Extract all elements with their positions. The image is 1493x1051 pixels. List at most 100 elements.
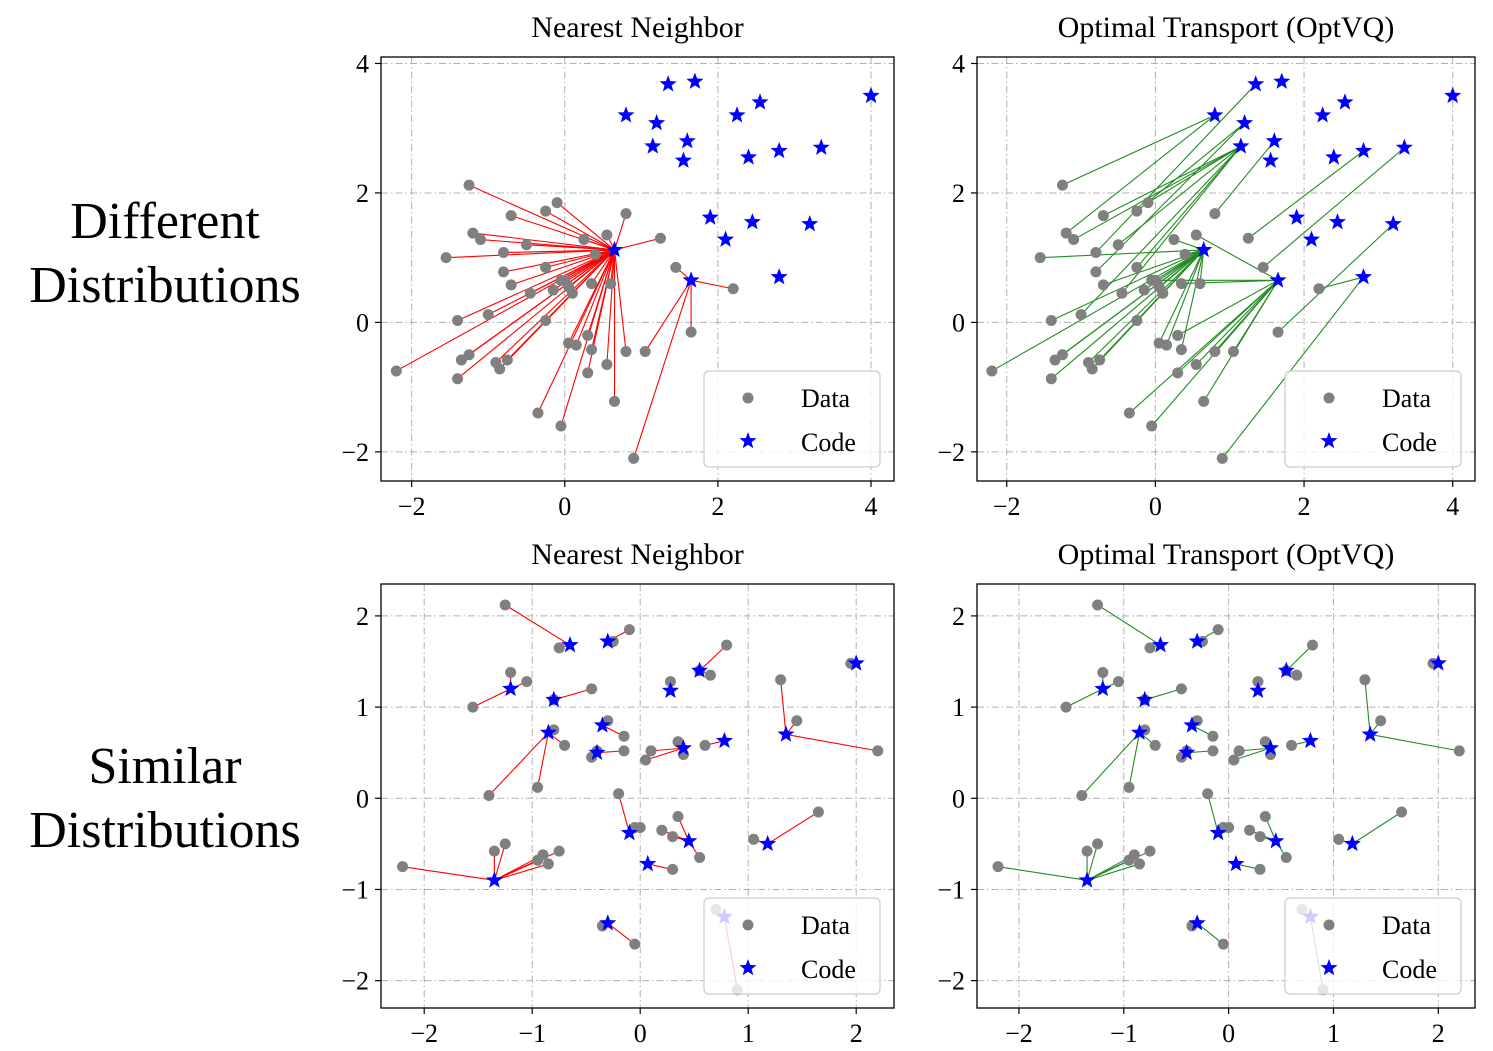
data-point [1131,205,1143,217]
code-star [1265,132,1283,149]
data-point [1207,745,1219,757]
data-point [551,197,563,209]
data-point [1045,314,1057,326]
data-point [467,701,479,713]
axes-frame [976,583,1476,1009]
data-point [498,266,510,278]
code-star [674,151,692,168]
data-point [1116,287,1128,299]
code-star [1384,215,1402,232]
data-point [618,745,630,757]
code-star [485,871,503,888]
code-star [686,72,704,89]
x-tick-label: 0 [558,492,571,521]
x-tick-label: −2 [398,492,426,521]
data-point [640,754,652,766]
code-star [1195,240,1213,258]
y-tick-label: −1 [341,875,369,904]
assignment-line [564,249,615,281]
data-point [1212,624,1224,636]
assignment-line [1128,732,1141,788]
data-point [475,234,487,246]
data-point [1045,373,1057,385]
assignment-line [1147,145,1242,204]
code-star [1354,141,1373,159]
assignment-line [613,249,627,352]
code-star [1188,914,1206,931]
data-point [1252,676,1264,688]
code-star [1249,681,1267,698]
code-star [691,661,709,678]
assignment-line [633,280,692,459]
legend-code-marker [1320,432,1338,449]
assignment-line [1065,114,1216,234]
data-point [1233,745,1245,757]
data-point [609,395,621,407]
data-point [390,365,402,377]
code-star [1267,832,1285,849]
x-tick-label: 2 [850,1019,863,1048]
data-point [1092,838,1104,850]
assignment-line [1364,679,1371,735]
data-point [1179,248,1191,260]
data-point [1144,642,1156,654]
y-tick-label: 4 [952,49,965,78]
data-point [1209,346,1221,358]
data-point [559,274,571,286]
data-point [1227,346,1239,358]
assignment-line [1352,811,1402,845]
row-label-similar-line2: Distributions [29,802,301,859]
data-point [559,739,571,751]
code-star [701,208,719,225]
y-tick-label: 1 [356,693,369,722]
code-star [1206,106,1224,123]
data-point [1157,287,1169,299]
y-tick-label: 2 [952,179,965,208]
data-point [1123,781,1135,793]
data-point [1190,229,1202,241]
y-tick-label: −1 [937,875,965,904]
data-point [540,314,552,326]
assignment-line [1162,249,1205,294]
data-point [620,346,632,358]
assignment-line [1103,145,1242,217]
x-tick-label: 1 [1327,1019,1340,1048]
code-star [847,654,865,671]
data-point [463,179,475,191]
code-star [617,106,635,123]
data-point [1094,354,1106,366]
assignment-line [495,249,615,363]
legend-code-label: Code [1382,955,1437,984]
code-star [1314,106,1332,123]
x-tick-label: −1 [518,1019,546,1048]
data-point [1306,639,1318,651]
data-point [1112,239,1124,251]
x-tick-label: −2 [993,492,1021,521]
legend-data-marker [742,919,754,931]
data-point [488,845,500,857]
code-star [1273,72,1291,89]
code-star [659,75,677,92]
code-star [1209,823,1227,841]
assignment-line [488,732,549,796]
data-point [521,676,533,688]
y-tick-label: −2 [937,438,965,467]
data-point [1131,314,1143,326]
code-star [593,716,611,733]
data-point [1280,852,1292,864]
assignment-line [493,843,506,881]
data-point [589,248,601,260]
code-star [1325,148,1343,165]
data-point [775,674,787,686]
legend-data-label: Data [1382,911,1432,940]
data-point [628,452,640,464]
data-point [1175,278,1187,290]
data-point [1175,344,1187,356]
chart-title: Nearest Neighbor [531,538,743,571]
data-point [721,639,733,651]
code-star [1269,271,1287,288]
data-point [582,367,594,379]
x-tick-label: −2 [1005,1019,1033,1048]
chart-panel-0: −2 0 2 4 −2 0 2 4 Nearest Neighbor Data Code [341,11,895,521]
